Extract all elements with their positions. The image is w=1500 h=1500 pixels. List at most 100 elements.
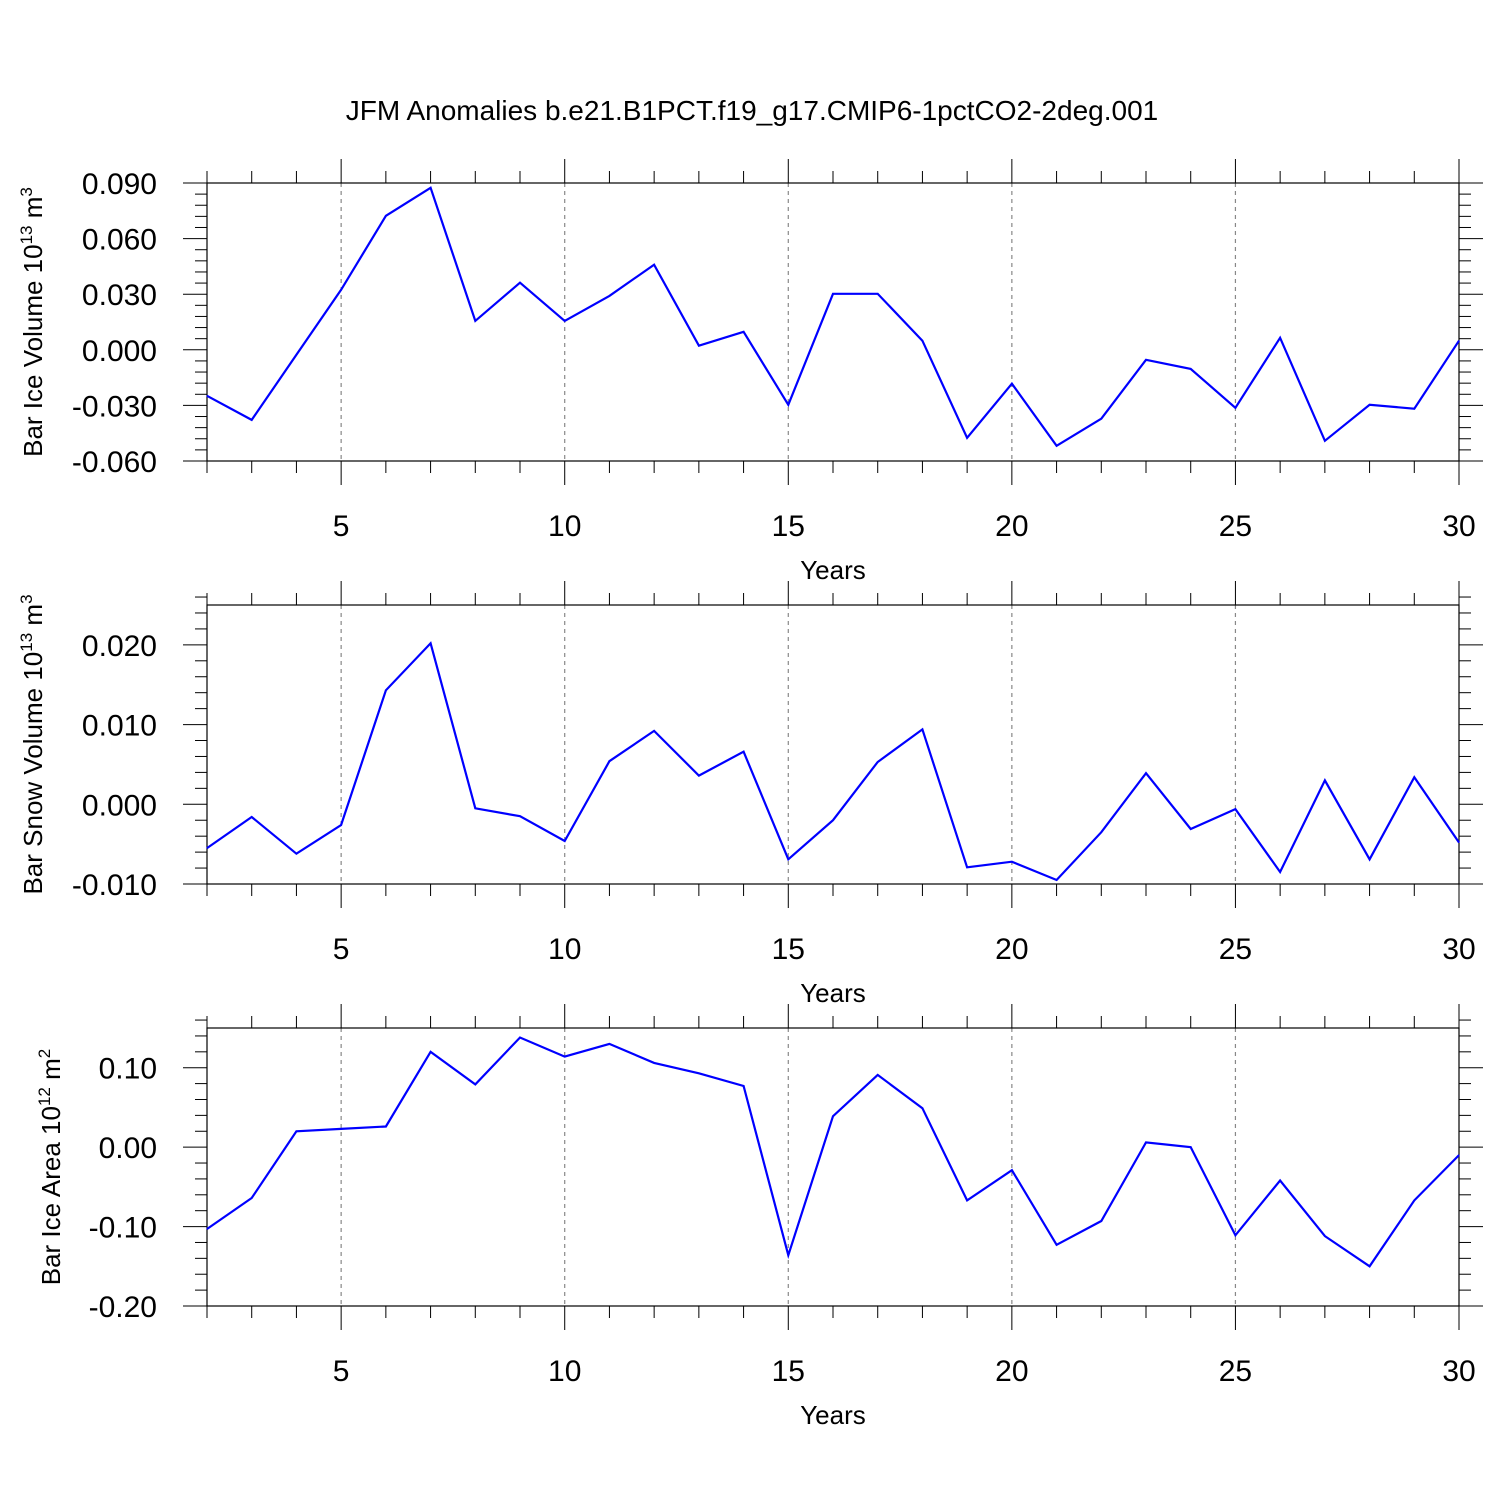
- x-tick-label: 10: [548, 510, 581, 543]
- y-label-superscript: 12: [35, 1087, 54, 1106]
- data-point: [519, 815, 521, 817]
- data-point: [206, 1228, 208, 1230]
- chart-title: JFM Anomalies b.e21.B1PCT.f19_g17.CMIP6-…: [346, 95, 1158, 126]
- x-tick-label: 25: [1219, 510, 1252, 543]
- y-tick-label: 0.000: [82, 789, 157, 822]
- y-label-text: m: [18, 604, 48, 633]
- data-point: [653, 264, 655, 266]
- data-point: [1458, 340, 1460, 342]
- y-tick-label: -0.060: [72, 446, 157, 479]
- data-point: [430, 1051, 432, 1053]
- y-label-text: Bar Ice Area 10: [36, 1106, 66, 1285]
- y-label-superscript: 3: [17, 187, 36, 196]
- data-point: [1011, 861, 1013, 863]
- y-axis-label: Bar Ice Area 1012 m2: [35, 1049, 66, 1286]
- data-point: [743, 751, 745, 753]
- data-point: [474, 1083, 476, 1085]
- y-tick-label: -0.20: [89, 1291, 157, 1324]
- data-point: [1324, 440, 1326, 442]
- data-point: [608, 295, 610, 297]
- data-point: [564, 320, 566, 322]
- data-point: [385, 689, 387, 691]
- data-point: [1100, 831, 1102, 833]
- y-tick-label: 0.10: [99, 1053, 157, 1086]
- y-label-text: Bar Ice Volume 10: [18, 244, 48, 456]
- data-point: [787, 1254, 789, 1256]
- data-point: [295, 354, 297, 356]
- data-point: [1369, 1265, 1371, 1267]
- data-point: [430, 642, 432, 644]
- y-label-text: m: [36, 1058, 66, 1087]
- y-tick-label: 0.020: [82, 630, 157, 663]
- data-point: [921, 1107, 923, 1109]
- x-tick-label: 10: [548, 933, 581, 966]
- data-point: [1145, 772, 1147, 774]
- x-axis-label: Years: [800, 978, 866, 1008]
- x-tick-label: 20: [995, 933, 1028, 966]
- data-point: [832, 819, 834, 821]
- x-tick-label: 10: [548, 1355, 581, 1388]
- y-tick-label: 0.090: [82, 168, 157, 201]
- y-tick-label: 0.00: [99, 1132, 157, 1165]
- data-point: [877, 1074, 879, 1076]
- x-tick-label: 15: [772, 1355, 805, 1388]
- data-point: [1369, 858, 1371, 860]
- data-point: [1056, 445, 1058, 447]
- data-point: [921, 728, 923, 730]
- data-point: [1145, 359, 1147, 361]
- data-point: [832, 293, 834, 295]
- x-tick-label: 20: [995, 510, 1028, 543]
- data-point: [1145, 1141, 1147, 1143]
- data-point: [474, 320, 476, 322]
- x-tick-label: 25: [1219, 1355, 1252, 1388]
- data-point: [251, 419, 253, 421]
- x-tick-label: 15: [772, 933, 805, 966]
- data-point: [653, 730, 655, 732]
- data-point: [206, 847, 208, 849]
- data-point: [519, 282, 521, 284]
- y-label-text: m: [18, 197, 48, 226]
- data-point: [921, 340, 923, 342]
- y-label-superscript: 2: [35, 1049, 54, 1058]
- data-point: [1056, 879, 1058, 881]
- data-point: [877, 761, 879, 763]
- data-point: [1234, 808, 1236, 810]
- y-tick-label: 0.010: [82, 710, 157, 743]
- x-axis-label: Years: [800, 555, 866, 585]
- y-tick-label: -0.030: [72, 390, 157, 423]
- x-tick-label: 15: [772, 510, 805, 543]
- data-point: [653, 1062, 655, 1064]
- data-point: [698, 1072, 700, 1074]
- data-point: [743, 331, 745, 333]
- x-tick-label: 20: [995, 1355, 1028, 1388]
- data-point: [966, 437, 968, 439]
- y-tick-label: 0.000: [82, 335, 157, 368]
- x-tick-label: 5: [333, 933, 350, 966]
- data-point: [966, 866, 968, 868]
- x-tick-label: 5: [333, 1355, 350, 1388]
- y-label-superscript: 13: [17, 633, 36, 652]
- data-point: [430, 187, 432, 189]
- data-point: [1279, 337, 1281, 339]
- data-point: [1369, 404, 1371, 406]
- data-point: [1458, 842, 1460, 844]
- data-point: [1190, 1146, 1192, 1148]
- data-point: [1413, 1199, 1415, 1201]
- data-point: [295, 1130, 297, 1132]
- y-axis-label: Bar Ice Volume 1013 m3: [17, 187, 48, 457]
- y-tick-label: 0.030: [82, 279, 157, 312]
- data-point: [787, 858, 789, 860]
- data-point: [1100, 418, 1102, 420]
- data-point: [1413, 408, 1415, 410]
- x-tick-label: 5: [333, 510, 350, 543]
- data-point: [295, 853, 297, 855]
- x-tick-label: 25: [1219, 933, 1252, 966]
- y-label-superscript: 3: [17, 594, 36, 603]
- data-point: [1234, 407, 1236, 409]
- data-point: [206, 395, 208, 397]
- data-point: [787, 404, 789, 406]
- data-point: [1011, 1169, 1013, 1171]
- data-point: [519, 1037, 521, 1039]
- panel-2: 5 10 15 20 25 30 -0.010 0.000 0.010 0.020 Years Bar…: [17, 581, 1483, 1008]
- data-point: [877, 293, 879, 295]
